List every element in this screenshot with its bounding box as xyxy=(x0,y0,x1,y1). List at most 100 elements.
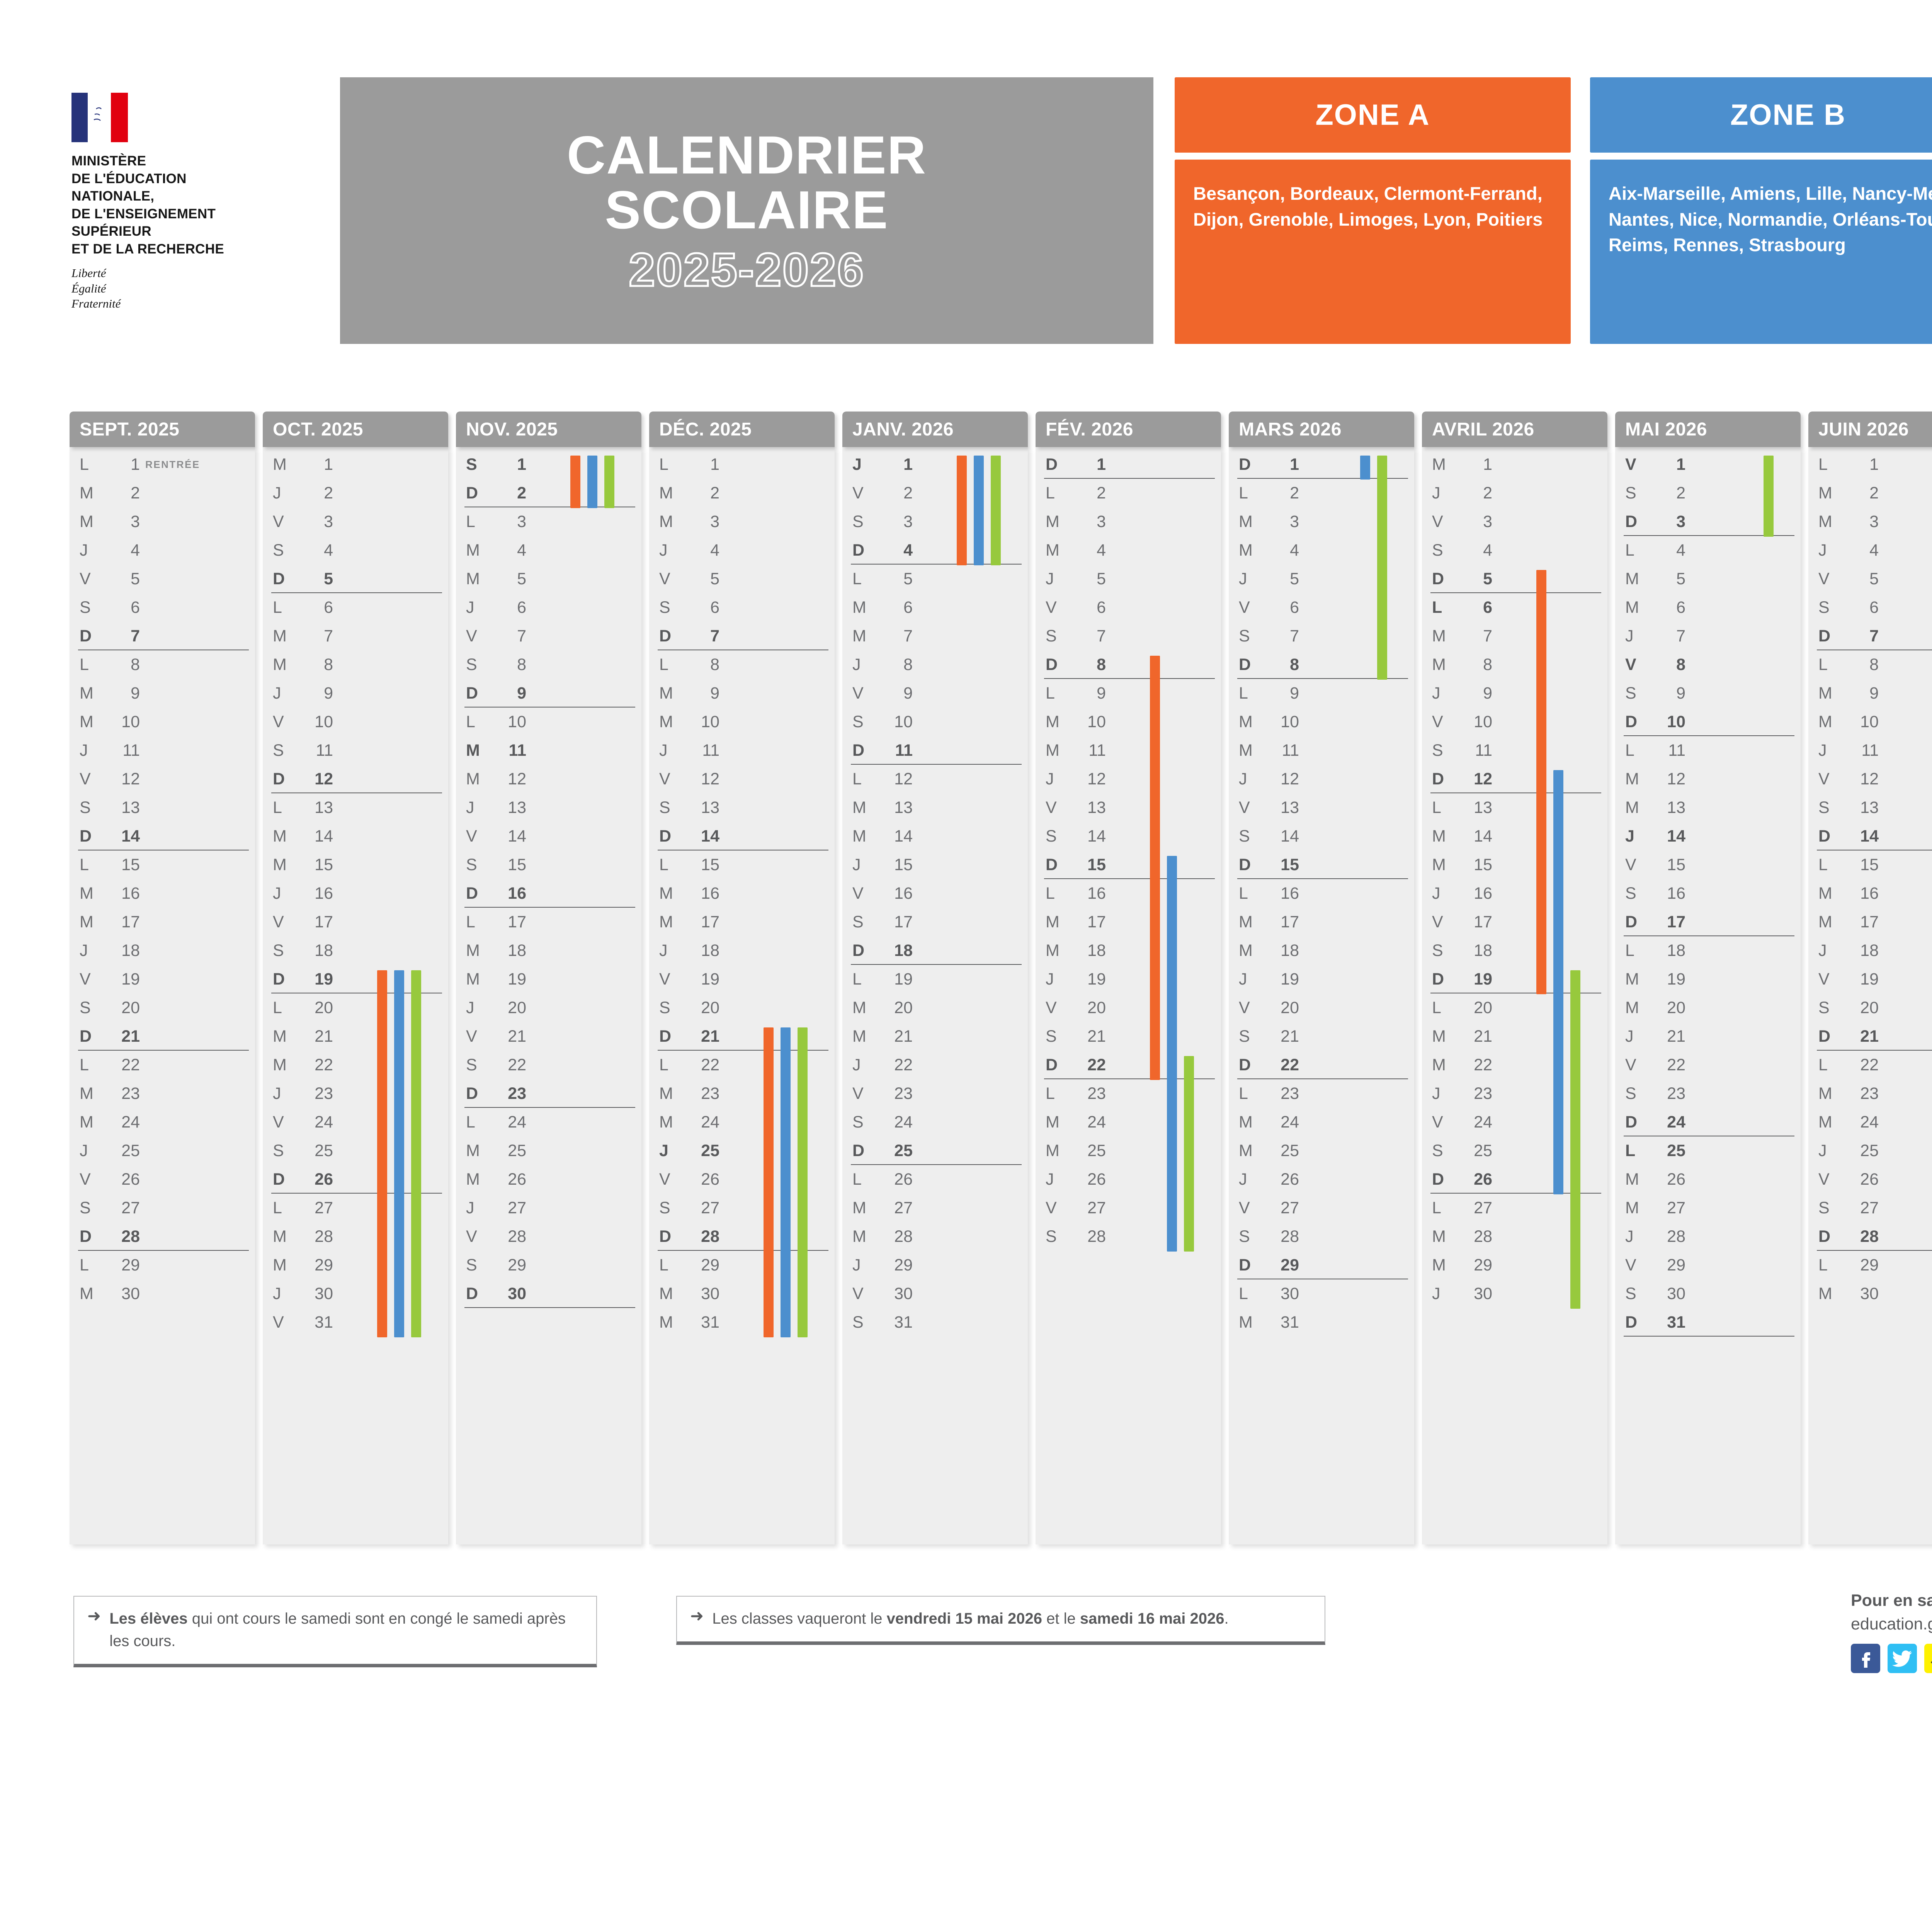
day-number: 15 xyxy=(1667,855,1685,874)
day-letter: D xyxy=(852,741,865,760)
day-letter: M xyxy=(659,512,673,531)
day-number: 6 xyxy=(1290,598,1299,617)
day-row: S 16 xyxy=(1615,879,1801,908)
month-title: SEPT. 2025 xyxy=(80,419,180,440)
day-row: S 30 xyxy=(1615,1279,1801,1308)
day-letter: M xyxy=(1239,712,1253,731)
day-number: 9 xyxy=(517,684,526,702)
day-number: 29 xyxy=(508,1255,526,1274)
more-info-block: Pour en savoir plus : education.gouv.fr/… xyxy=(1851,1591,1932,1673)
day-row: D 16 xyxy=(456,879,641,908)
day-letter: M xyxy=(1239,541,1253,560)
day-number: 23 xyxy=(1087,1084,1106,1103)
day-number: 22 xyxy=(701,1055,719,1074)
ministry-logo: MINISTÈRE DE L'ÉDUCATION NATIONALE, DE L'EN… xyxy=(71,93,311,311)
day-letter: M xyxy=(466,1170,480,1189)
day-letter: D xyxy=(1625,712,1638,731)
day-number: 26 xyxy=(315,1170,333,1189)
day-number: 24 xyxy=(508,1112,526,1131)
day-number: 14 xyxy=(121,827,140,845)
day-number: 17 xyxy=(508,912,526,931)
day-letter: M xyxy=(1239,1313,1253,1332)
day-number: 25 xyxy=(1087,1141,1106,1160)
day-number: 8 xyxy=(1097,655,1106,674)
day-letter: V xyxy=(1818,769,1830,788)
day-number: 26 xyxy=(894,1170,913,1189)
snapchat-icon[interactable] xyxy=(1924,1644,1932,1673)
twitter-icon[interactable] xyxy=(1888,1644,1917,1673)
day-number: 4 xyxy=(1097,541,1106,560)
month-header: JANV. 2026 xyxy=(842,412,1028,447)
day-letter: M xyxy=(1625,569,1639,588)
day-letter: J xyxy=(852,1055,861,1074)
day-number: 28 xyxy=(1281,1227,1299,1246)
day-number: 5 xyxy=(710,569,719,588)
facebook-icon[interactable] xyxy=(1851,1644,1880,1673)
day-letter: D xyxy=(1625,912,1638,931)
day-number: 10 xyxy=(121,712,140,731)
day-letter: V xyxy=(659,569,670,588)
day-letter: L xyxy=(1046,684,1055,702)
day-letter: V xyxy=(1432,1112,1443,1131)
day-row: S 20 xyxy=(1808,993,1932,1022)
day-number: 16 xyxy=(894,884,913,903)
day-letter: L xyxy=(1046,884,1055,903)
day-number: 12 xyxy=(1281,769,1299,788)
day-row: S 20 xyxy=(649,993,835,1022)
day-row: S 18 xyxy=(1422,936,1607,965)
day-letter: J xyxy=(1818,741,1827,760)
day-letter: M xyxy=(1625,969,1639,988)
day-letter: J xyxy=(1239,569,1247,588)
day-row: M 28 xyxy=(842,1222,1028,1251)
day-number: 24 xyxy=(1087,1112,1106,1131)
day-letter: S xyxy=(1625,483,1636,502)
day-row: D 28 xyxy=(649,1222,835,1251)
day-number: 30 xyxy=(121,1284,140,1303)
day-number: 4 xyxy=(517,541,526,560)
day-row: S 22 xyxy=(456,1051,641,1079)
day-letter: M xyxy=(273,455,287,474)
day-number: 17 xyxy=(894,912,913,931)
day-number: 15 xyxy=(1281,855,1299,874)
day-letter: S xyxy=(466,1255,477,1274)
day-row: D 15 xyxy=(1036,850,1221,879)
day-letter: J xyxy=(466,1198,474,1217)
day-letter: M xyxy=(1625,798,1639,817)
day-letter: V xyxy=(1625,455,1636,474)
day-letter: S xyxy=(1818,598,1830,617)
day-number: 27 xyxy=(1281,1198,1299,1217)
day-number: 30 xyxy=(315,1284,333,1303)
day-letter: D xyxy=(1432,1170,1444,1189)
more-info-url[interactable]: education.gouv.fr/calendrier-scolaire xyxy=(1851,1615,1932,1633)
day-number: 7 xyxy=(1676,626,1685,645)
day-number: 28 xyxy=(894,1227,913,1246)
day-number: 30 xyxy=(1860,1284,1879,1303)
day-number: 25 xyxy=(121,1141,140,1160)
day-letter: S xyxy=(1625,884,1636,903)
day-row: V 28 xyxy=(456,1222,641,1251)
day-letter: M xyxy=(1239,912,1253,931)
day-letter: D xyxy=(1625,512,1638,531)
day-number: 12 xyxy=(121,769,140,788)
day-number: 1 xyxy=(1676,455,1685,474)
day-letter: V xyxy=(659,769,670,788)
month-column: SEPT. 2025 L 1 RENTRÉE M 2 M 3 J 4 V 5 S 6 D 7 L 8 M 9 M 10 J 1… xyxy=(70,412,255,1544)
month-days: D 1 L 2 M 3 M 4 J 5 V 6 S 7 D 8 L 9 M 10 M 11 J 12 V 13 S 14 D 15 L 16 M… xyxy=(1229,447,1414,1544)
day-row: V 24 xyxy=(263,1108,448,1136)
day-letter: J xyxy=(1239,1170,1247,1189)
day-letter: S xyxy=(80,1198,91,1217)
day-row: S 24 xyxy=(842,1108,1028,1136)
day-number: 26 xyxy=(508,1170,526,1189)
